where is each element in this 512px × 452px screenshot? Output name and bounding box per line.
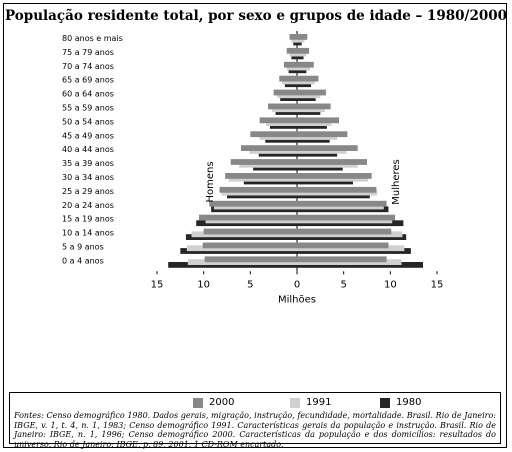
age-label: 0 a 4 anos — [62, 256, 104, 265]
bar-women-2000 — [297, 187, 376, 193]
bar-women-2000 — [297, 229, 391, 235]
right-side-label: Mulheres — [391, 159, 402, 205]
bar-women-2000 — [297, 76, 318, 82]
age-label: 40 a 44 anos — [62, 145, 114, 154]
legend-label-1991: 1991 — [306, 396, 331, 410]
bar-women-2000 — [297, 48, 309, 54]
bar-women-2000 — [297, 62, 314, 68]
bar-men-2000 — [220, 187, 297, 193]
age-label: 30 a 34 anos — [62, 173, 114, 182]
age-label: 20 a 24 anos — [62, 201, 114, 210]
bar-men-2000 — [199, 215, 297, 221]
bar-women-2000 — [297, 131, 347, 137]
age-label: 35 a 39 anos — [62, 159, 114, 168]
bar-men-2000 — [209, 201, 297, 207]
legend-label-1980: 1980 — [396, 396, 421, 410]
bar-women-2000 — [297, 145, 358, 151]
legend-swatch-1991 — [290, 398, 300, 408]
x-tick-label: 0 — [294, 279, 300, 290]
x-tick-label: 10 — [384, 279, 397, 290]
legend-swatch-1980 — [380, 398, 390, 408]
bar-women-2000 — [297, 215, 395, 221]
bar-men-2000 — [287, 48, 297, 54]
age-label: 45 a 49 anos — [62, 131, 114, 140]
age-label: 15 a 19 anos — [62, 215, 114, 224]
bar-women-2000 — [297, 90, 326, 96]
age-label: 10 a 14 anos — [62, 229, 114, 238]
age-label: 65 a 69 anos — [62, 76, 114, 85]
x-tick-label: 15 — [151, 279, 164, 290]
age-label: 70 a 74 anos — [62, 62, 114, 71]
age-label: 25 a 29 anos — [62, 187, 114, 196]
legend-swatch-2000 — [193, 398, 203, 408]
bar-men-2000 — [203, 243, 297, 249]
legend: 2000 1991 1980 — [10, 396, 500, 410]
age-label: 50 a 54 anos — [62, 117, 114, 126]
bar-men-2000 — [241, 145, 297, 151]
bar-men-2000 — [290, 34, 297, 40]
left-side-label: Homens — [205, 161, 216, 202]
bar-men-2000 — [204, 229, 297, 235]
source-box: 2000 1991 1980 Fontes: Censo demográfico… — [9, 392, 501, 444]
bar-men-2000 — [284, 62, 297, 68]
figure-frame: População residente total, por sexo e gr… — [3, 3, 507, 448]
x-tick-label: 15 — [431, 279, 444, 290]
sources-note: Fontes: Censo demográfico 1980. Dados ge… — [14, 411, 496, 449]
bar-women-2000 — [297, 201, 387, 207]
bar-men-2000 — [231, 159, 297, 165]
bar-women-2000 — [297, 34, 307, 40]
age-label: 80 anos e mais — [62, 34, 123, 43]
bar-men-2000 — [279, 76, 297, 82]
bar-women-2000 — [297, 159, 367, 165]
bar-women-2000 — [297, 256, 387, 262]
population-pyramid-chart: 80 anos e mais 75 a 79 anos 70 a 74 anos 65… — [4, 4, 508, 389]
age-label: 5 a 9 anos — [62, 243, 104, 252]
bar-women-2000 — [297, 173, 372, 179]
bar-men-2000 — [260, 117, 297, 123]
bar-women-2000 — [297, 104, 331, 110]
bar-men-2000 — [268, 104, 297, 110]
x-tick-label: 10 — [197, 279, 210, 290]
bar-men-2000 — [250, 131, 297, 137]
age-label: 60 a 64 anos — [62, 90, 114, 99]
x-axis-label: Milhões — [278, 294, 316, 305]
age-label: 75 a 79 anos — [62, 48, 114, 57]
age-label: 55 a 59 anos — [62, 104, 114, 113]
bar-women-2000 — [297, 117, 339, 123]
legend-label-2000: 2000 — [209, 396, 234, 410]
bar-women-2000 — [297, 243, 388, 249]
x-tick-label: 5 — [340, 279, 346, 290]
bar-men-2000 — [205, 256, 297, 262]
bar-men-2000 — [274, 90, 297, 96]
bar-men-2000 — [225, 173, 297, 179]
x-tick-label: 5 — [247, 279, 253, 290]
